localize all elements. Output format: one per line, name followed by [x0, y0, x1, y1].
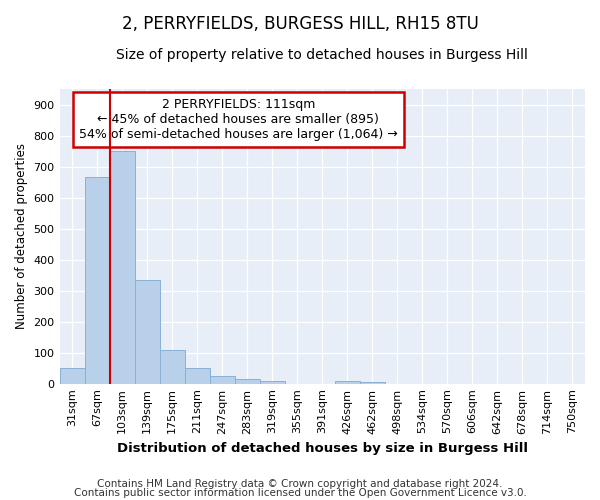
X-axis label: Distribution of detached houses by size in Burgess Hill: Distribution of detached houses by size … [117, 442, 528, 455]
Text: 2 PERRYFIELDS: 111sqm
← 45% of detached houses are smaller (895)
54% of semi-det: 2 PERRYFIELDS: 111sqm ← 45% of detached … [79, 98, 398, 141]
Bar [160, 350, 185, 384]
Y-axis label: Number of detached properties: Number of detached properties [15, 144, 28, 330]
Bar [360, 382, 385, 384]
Text: Contains HM Land Registry data © Crown copyright and database right 2024.: Contains HM Land Registry data © Crown c… [97, 479, 503, 489]
Title: Size of property relative to detached houses in Burgess Hill: Size of property relative to detached ho… [116, 48, 528, 62]
Bar [185, 368, 209, 384]
Bar [85, 178, 110, 384]
Bar [335, 380, 360, 384]
Bar [209, 376, 235, 384]
Bar [110, 151, 134, 384]
Bar [260, 380, 285, 384]
Text: 2, PERRYFIELDS, BURGESS HILL, RH15 8TU: 2, PERRYFIELDS, BURGESS HILL, RH15 8TU [122, 15, 478, 33]
Bar [59, 368, 85, 384]
Bar [134, 280, 160, 384]
Text: Contains public sector information licensed under the Open Government Licence v3: Contains public sector information licen… [74, 488, 526, 498]
Bar [235, 379, 260, 384]
